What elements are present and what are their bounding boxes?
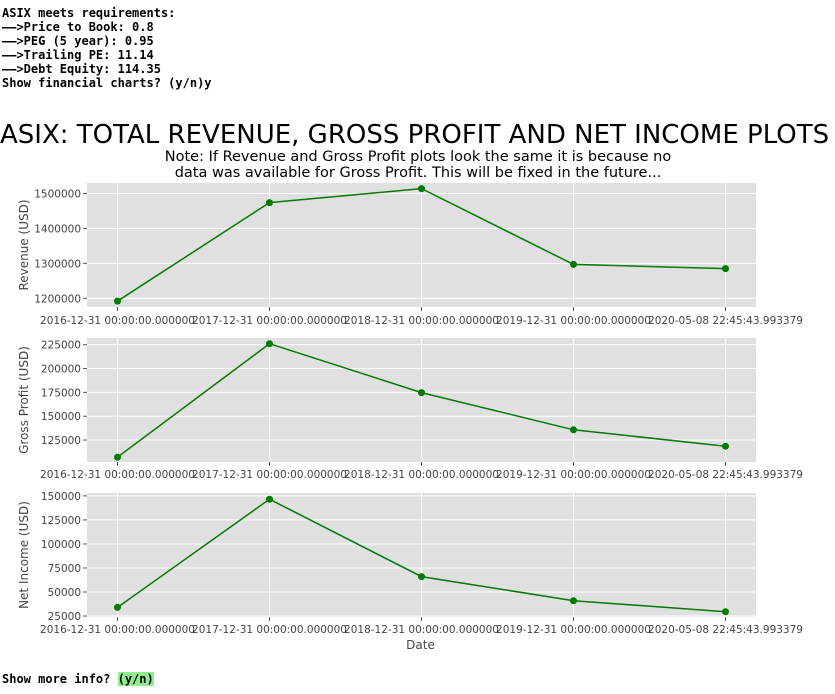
x-tick-label: 2017-12-31 00:00:00.000000 xyxy=(192,624,347,636)
data-point xyxy=(722,608,729,616)
x-tick-label: 2018-12-31 00:00:00.000000 xyxy=(344,315,499,327)
x-tick-label: 2018-12-31 00:00:00.000000 xyxy=(344,469,499,481)
terminal-line: —–>Trailing PE: 11.14 xyxy=(2,48,154,62)
show-more-prompt: Show more info? xyxy=(2,672,118,686)
terminal-line: ASIX meets requirements: xyxy=(2,6,176,20)
y-tick-label: 25000 xyxy=(48,611,81,623)
y-tick-label: 100000 xyxy=(41,539,81,551)
y-tick-label: 175000 xyxy=(41,387,81,399)
x-tick-label: 2017-12-31 00:00:00.000000 xyxy=(192,469,347,481)
y-tick-label: 75000 xyxy=(48,563,81,575)
data-point xyxy=(418,389,425,397)
data-point xyxy=(570,260,577,268)
terminal-output-bottom: Show more info? (y/n) xyxy=(2,672,154,686)
y-tick-label: 125000 xyxy=(41,515,81,527)
x-tick-label: 2016-12-31 00:00:00.000000 xyxy=(40,469,195,481)
data-point xyxy=(266,495,273,503)
data-point xyxy=(570,597,577,605)
x-tick-label: 2020-05-08 22:45:43.993379 xyxy=(648,315,803,327)
terminal-line: —–>PEG (5 year): 0.95 xyxy=(2,34,154,48)
data-point xyxy=(114,453,121,461)
x-tick-label: 2020-05-08 22:45:43.993379 xyxy=(648,624,803,636)
y-axis-label: Net Income (USD) xyxy=(17,501,31,609)
x-tick-label: 2017-12-31 00:00:00.000000 xyxy=(192,315,347,327)
y-tick-label: 200000 xyxy=(41,364,81,376)
terminal-line: —–>Debt Equity: 114.35 xyxy=(2,62,161,76)
x-tick-label: 2020-05-08 22:45:43.993379 xyxy=(648,469,803,481)
data-point xyxy=(266,340,273,348)
y-axis-label: Revenue (USD) xyxy=(17,199,31,290)
data-point xyxy=(266,199,273,207)
y-axis-label: Gross Profit (USD) xyxy=(17,346,31,454)
x-tick-label: 2016-12-31 00:00:00.000000 xyxy=(40,315,195,327)
y-tick-label: 125000 xyxy=(41,435,81,447)
x-tick-label: 2016-12-31 00:00:00.000000 xyxy=(40,624,195,636)
figure-note-line: Note: If Revenue and Gross Profit plots … xyxy=(164,149,672,165)
x-tick-label: 2019-12-31 00:00:00.000000 xyxy=(496,624,651,636)
data-point xyxy=(114,603,121,611)
data-point xyxy=(722,442,729,450)
data-point xyxy=(418,185,425,193)
y-tick-label: 50000 xyxy=(48,587,81,599)
data-point xyxy=(418,573,425,581)
data-point xyxy=(722,265,729,273)
x-tick-label: 2019-12-31 00:00:00.000000 xyxy=(496,469,651,481)
figure-note-line: data was available for Gross Profit. Thi… xyxy=(174,165,662,181)
data-point xyxy=(114,297,121,305)
y-tick-label: 1200000 xyxy=(34,293,81,305)
y-tick-label: 150000 xyxy=(41,411,81,423)
input-cursor-highlight[interactable]: (y/n) xyxy=(117,672,154,686)
figure-note: Note: If Revenue and Gross Profit plots … xyxy=(0,149,835,181)
terminal-line: Show financial charts? (y/n)y xyxy=(2,76,212,90)
x-tick-label: 2019-12-31 00:00:00.000000 xyxy=(496,315,651,327)
x-tick-label: 2018-12-31 00:00:00.000000 xyxy=(344,624,499,636)
y-tick-label: 1400000 xyxy=(34,223,81,235)
y-tick-label: 150000 xyxy=(41,491,81,503)
y-tick-label: 1300000 xyxy=(34,258,81,270)
y-tick-label: 1500000 xyxy=(34,188,81,200)
y-tick-label: 225000 xyxy=(41,340,81,352)
x-axis-label: Date xyxy=(406,638,435,652)
terminal-output-top: ASIX meets requirements: —–>Price to Book… xyxy=(2,6,212,90)
terminal-line: —–>Price to Book: 0.8 xyxy=(2,20,154,34)
figure-title: ASIX: TOTAL REVENUE, GROSS PROFIT AND NE… xyxy=(0,120,830,150)
data-point xyxy=(570,426,577,434)
